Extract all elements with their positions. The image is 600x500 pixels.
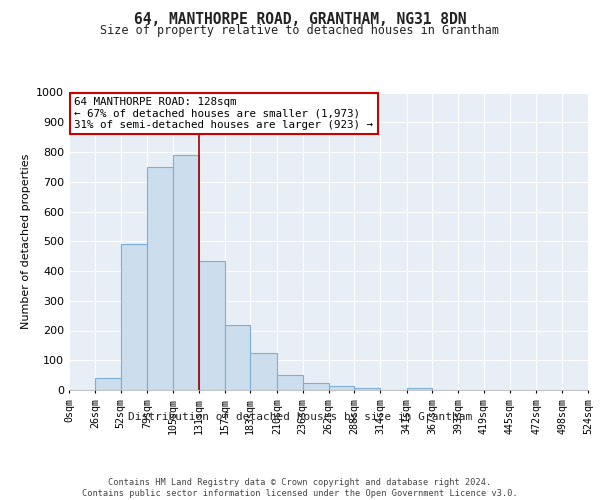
Bar (250, 353, 277, 390)
Bar (173, 155, 199, 390)
Bar (303, 382, 329, 390)
Bar (224, 324, 250, 390)
Bar (121, 244, 147, 390)
Text: Distribution of detached houses by size in Grantham: Distribution of detached houses by size … (128, 412, 472, 422)
Bar (329, 386, 354, 390)
Text: Size of property relative to detached houses in Grantham: Size of property relative to detached ho… (101, 24, 499, 37)
Y-axis label: Number of detached properties: Number of detached properties (20, 154, 31, 329)
Text: 64 MANTHORPE ROAD: 128sqm
← 67% of detached houses are smaller (1,973)
31% of se: 64 MANTHORPE ROAD: 128sqm ← 67% of detac… (74, 97, 373, 130)
Bar (277, 375, 303, 390)
Text: Contains HM Land Registry data © Crown copyright and database right 2024.
Contai: Contains HM Land Registry data © Crown c… (82, 478, 518, 498)
Bar (407, 388, 433, 390)
Text: 64, MANTHORPE ROAD, GRANTHAM, NG31 8DN: 64, MANTHORPE ROAD, GRANTHAM, NG31 8DN (134, 12, 466, 28)
Bar (199, 260, 224, 390)
Bar (147, 167, 173, 390)
Bar (95, 378, 121, 390)
Bar (354, 388, 380, 390)
